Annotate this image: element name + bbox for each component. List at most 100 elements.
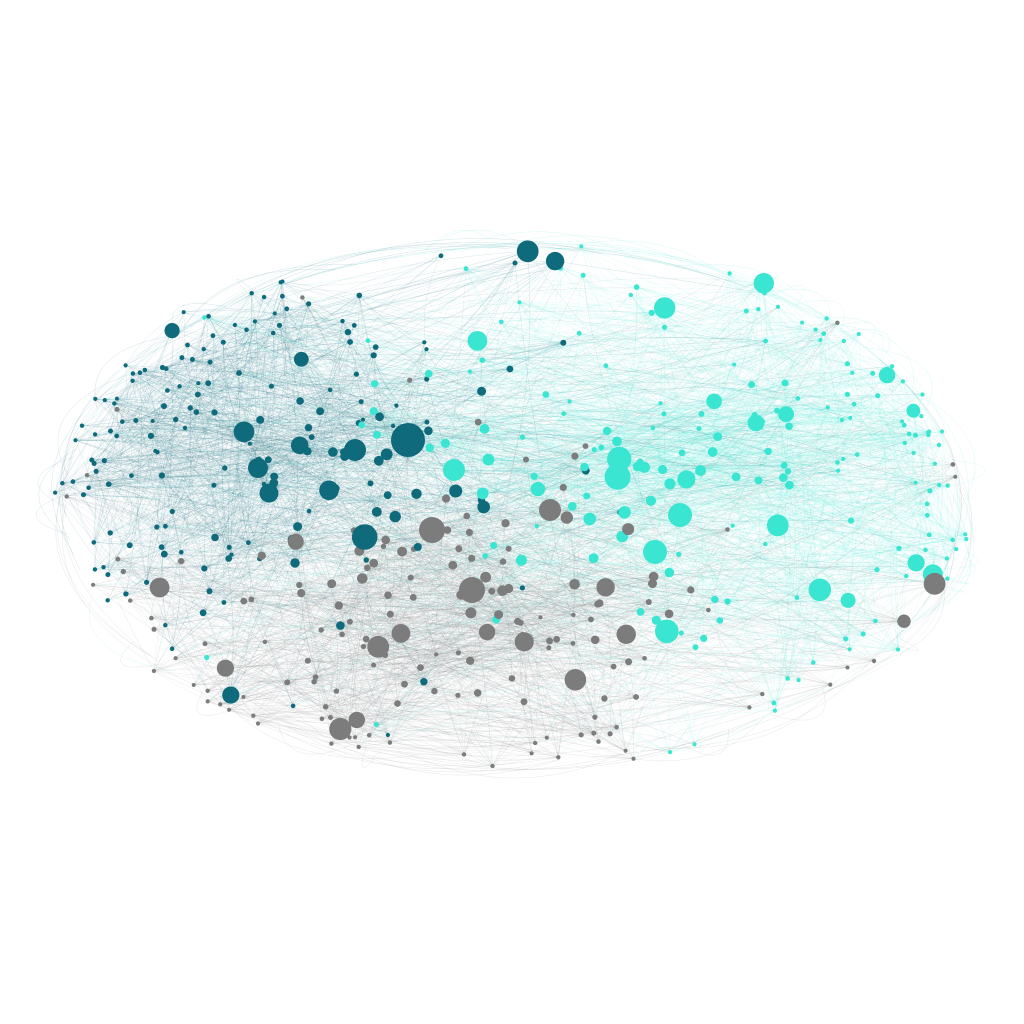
edge	[207, 584, 300, 692]
edge	[132, 373, 180, 387]
edge	[104, 460, 270, 495]
edge	[159, 587, 315, 683]
edge	[282, 295, 482, 392]
edge	[785, 532, 957, 708]
edge	[358, 348, 427, 424]
edge	[172, 281, 281, 512]
edge	[308, 255, 442, 428]
edge	[214, 385, 272, 538]
node-turquoise	[664, 567, 675, 578]
edge	[651, 312, 685, 573]
node-gray	[329, 741, 334, 746]
edge	[131, 313, 276, 476]
node-dark-teal	[130, 371, 136, 376]
edge	[392, 425, 493, 767]
edge	[116, 409, 245, 602]
edge	[248, 340, 766, 543]
edge	[915, 434, 967, 540]
edge	[214, 451, 344, 538]
edge	[636, 286, 824, 334]
node-turquoise	[567, 501, 577, 511]
edge	[219, 666, 614, 705]
edge	[197, 308, 287, 395]
edge	[664, 327, 953, 541]
edge	[727, 444, 940, 602]
edge	[243, 587, 606, 698]
edge	[401, 551, 850, 650]
edge	[365, 638, 599, 742]
edge	[656, 340, 766, 621]
edge	[117, 488, 336, 560]
edge	[389, 548, 509, 743]
node-gray	[64, 494, 69, 499]
edge	[361, 417, 928, 516]
edge	[146, 325, 280, 583]
edge	[837, 421, 903, 471]
node-turquoise	[440, 438, 450, 448]
edge	[81, 399, 106, 426]
edge	[368, 517, 568, 736]
edge	[129, 342, 564, 546]
edge	[108, 332, 274, 485]
edge	[401, 551, 670, 615]
node-turquoise	[860, 631, 866, 637]
edge	[181, 551, 300, 586]
edge	[107, 500, 482, 575]
edge	[477, 340, 858, 455]
node-gray	[216, 659, 234, 677]
edge	[116, 409, 433, 531]
edge	[397, 703, 559, 758]
edge	[580, 601, 650, 736]
edge	[219, 340, 766, 705]
edge	[545, 267, 561, 395]
node-turquoise	[561, 411, 567, 416]
edge	[132, 373, 215, 413]
edge	[88, 382, 199, 489]
edge	[374, 383, 704, 639]
edge	[462, 243, 810, 314]
node-dark-teal	[420, 678, 428, 686]
edge	[66, 496, 360, 552]
edge	[88, 419, 843, 489]
edge	[257, 620, 905, 724]
node-dark-teal	[120, 419, 125, 424]
edge	[545, 394, 917, 564]
edge	[263, 296, 416, 443]
edge	[604, 589, 692, 699]
edge	[761, 329, 816, 422]
edge	[116, 409, 391, 743]
edge	[146, 407, 191, 583]
edge	[522, 436, 878, 570]
edge	[593, 557, 728, 602]
edge	[93, 412, 215, 543]
edge	[783, 477, 948, 559]
edge	[104, 386, 180, 401]
edge	[165, 470, 587, 626]
edge	[347, 260, 556, 333]
edge	[468, 421, 479, 591]
edge	[877, 395, 899, 650]
edge	[367, 567, 645, 659]
edge	[313, 646, 364, 683]
edge	[678, 333, 860, 555]
edge	[330, 417, 851, 718]
edge	[389, 692, 478, 743]
edge	[198, 382, 259, 461]
edge	[458, 548, 627, 635]
edge	[501, 321, 878, 397]
edge	[325, 365, 607, 708]
edge	[150, 435, 340, 606]
edge	[498, 614, 595, 734]
edge	[413, 548, 499, 615]
edge	[150, 308, 287, 437]
edge	[253, 589, 473, 716]
edge	[125, 589, 252, 600]
edge	[207, 548, 414, 692]
edge	[787, 419, 843, 679]
edge	[573, 455, 580, 616]
node-turquoise	[530, 472, 538, 480]
node-gray	[369, 558, 379, 568]
edge	[91, 459, 158, 528]
edge	[161, 475, 275, 488]
edge	[165, 526, 493, 592]
